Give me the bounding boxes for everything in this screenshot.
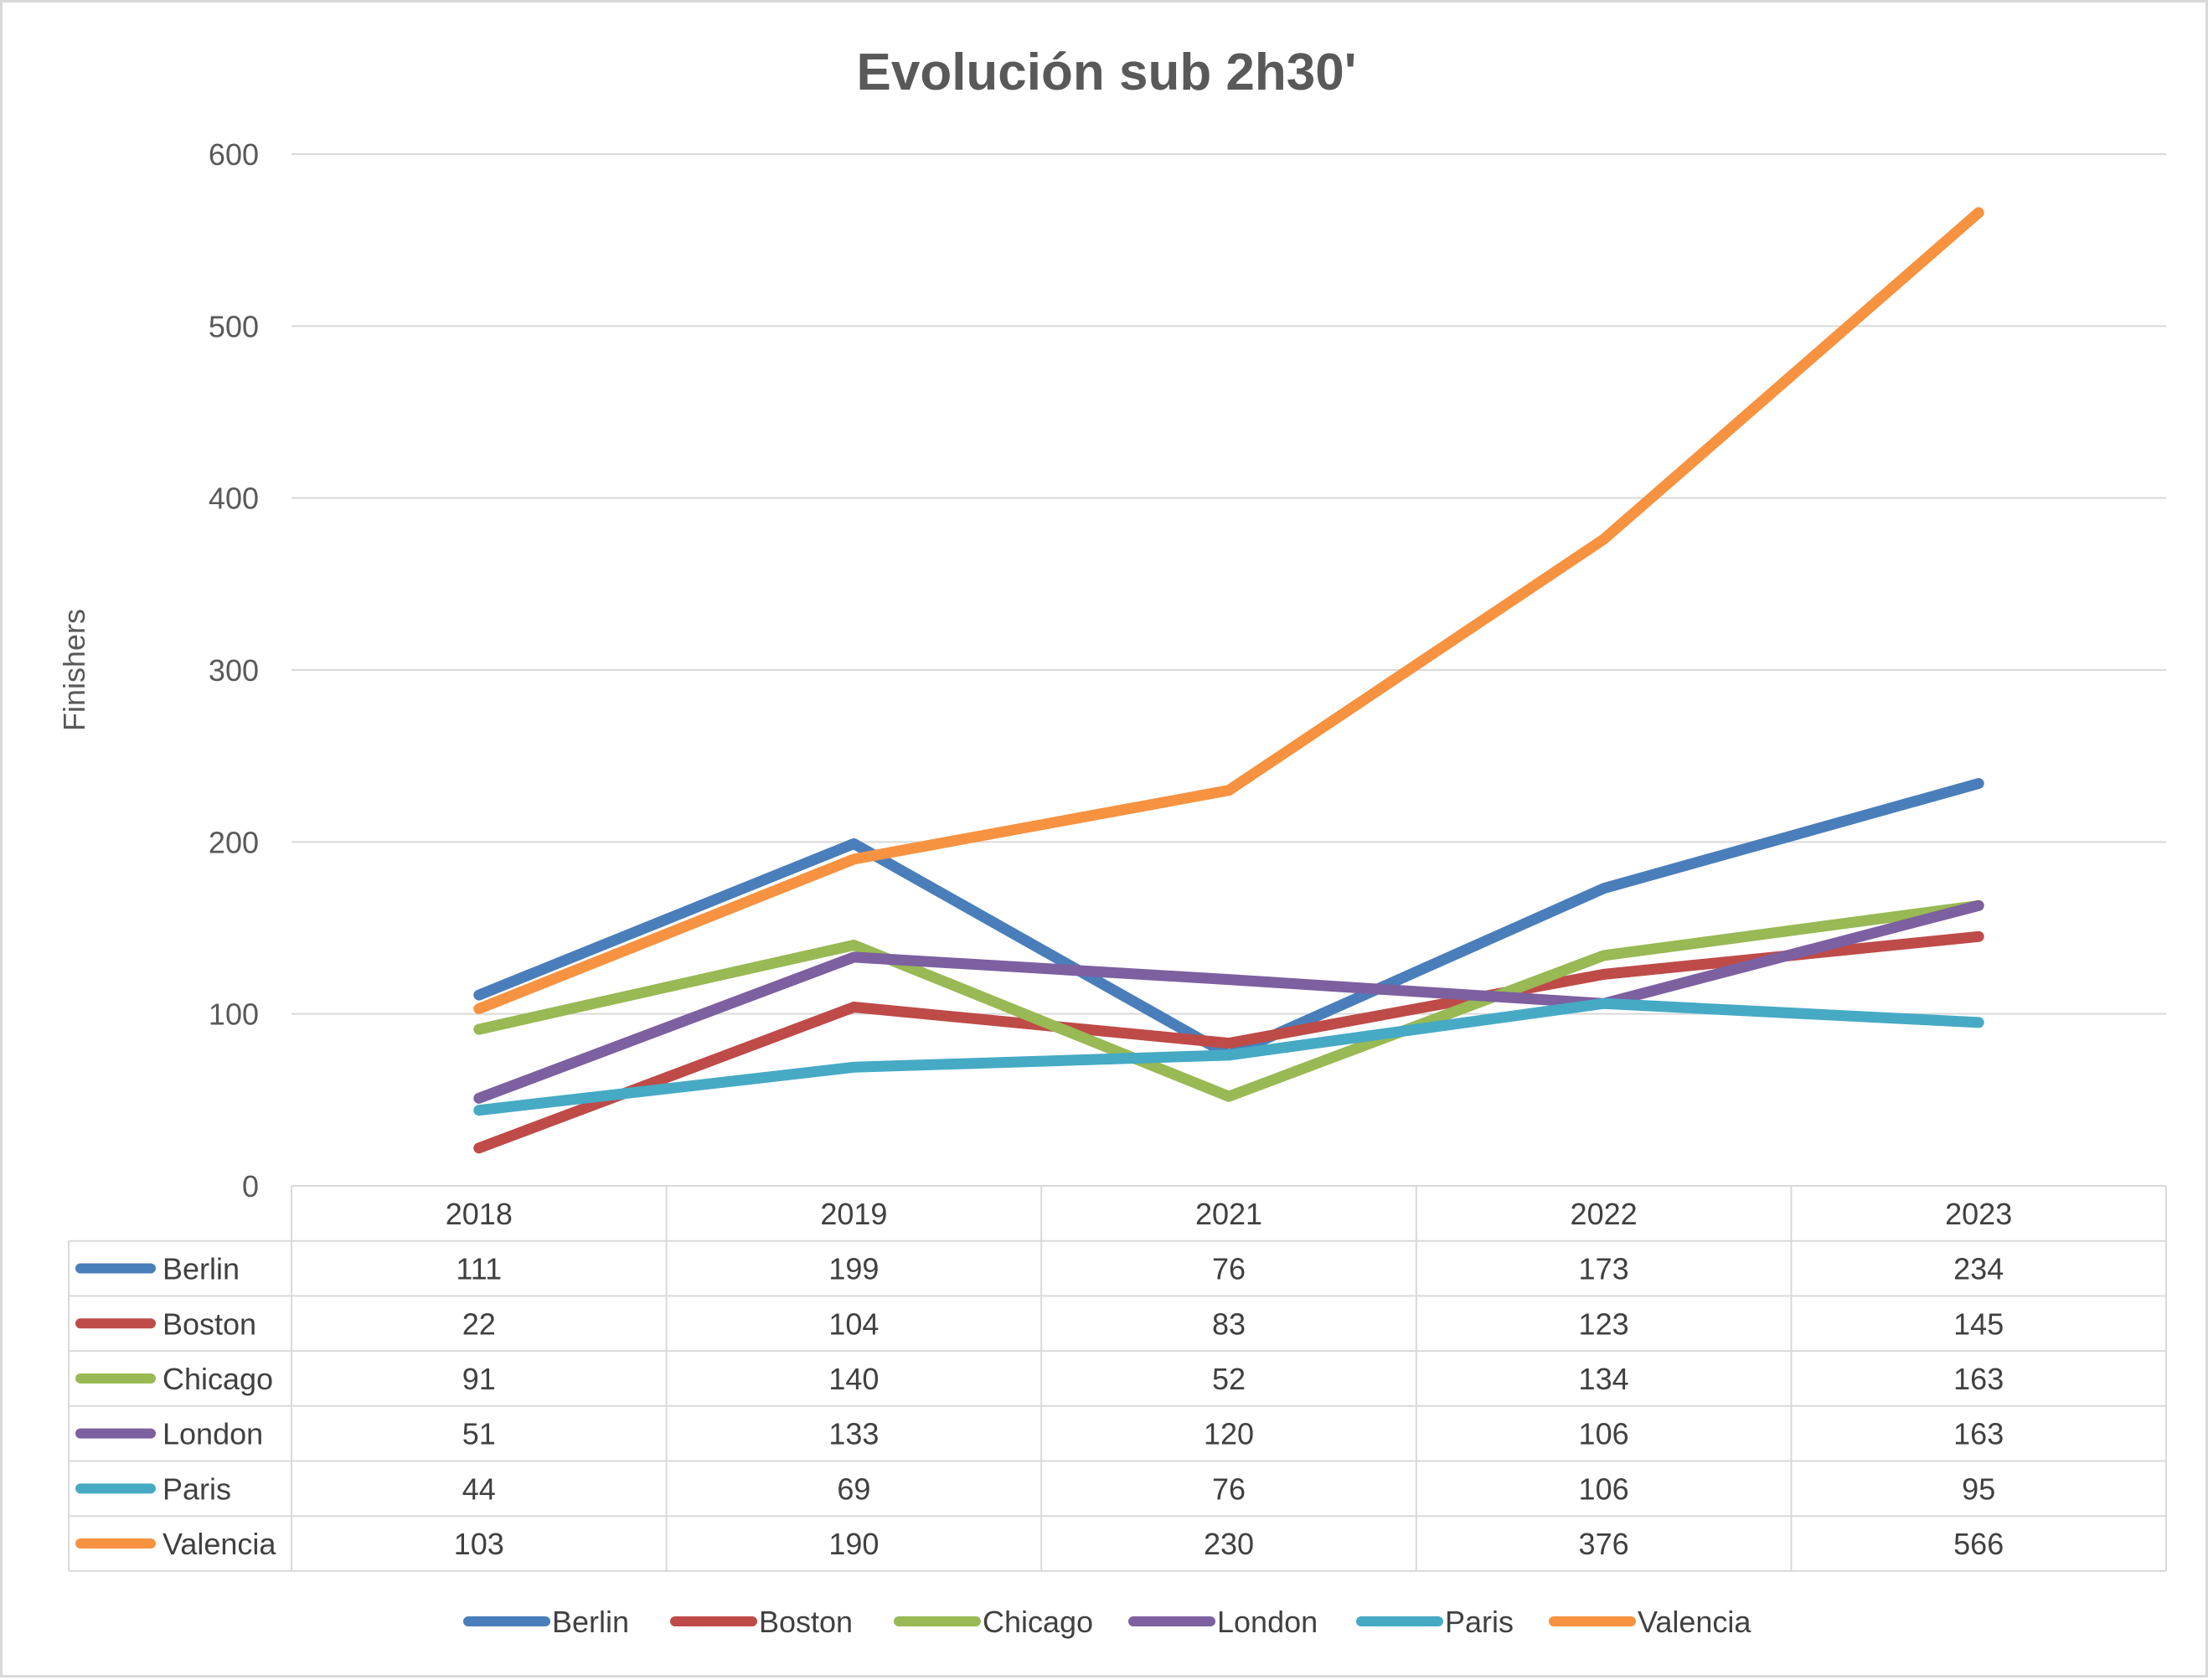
table-cell: 133: [828, 1417, 879, 1451]
chart-svg: Evolución sub 2h30' Finishers 0 100 200 300…: [57, 44, 2167, 1639]
legend-label-boston: Boston: [759, 1605, 853, 1639]
y-tick-label: 200: [209, 825, 259, 859]
table-cell: 83: [1212, 1306, 1246, 1341]
y-axis-label: Finishers: [57, 609, 91, 731]
table-cell: 163: [1953, 1362, 2004, 1396]
table-series-label: London: [163, 1417, 263, 1451]
data-table: 2018 2019 2021 2022 2023 Berlin 111 199 76 173 234…: [68, 1185, 2167, 1572]
table-cell: 106: [1579, 1417, 1629, 1451]
table-cell: 111: [456, 1252, 502, 1286]
legend-label-valencia: Valencia: [1638, 1605, 1751, 1639]
chart-title: Evolución sub 2h30': [857, 44, 1357, 101]
table-cell: 104: [828, 1306, 879, 1341]
table-cell: 376: [1579, 1527, 1629, 1561]
x-tick-label: 2019: [820, 1197, 887, 1231]
legend-label-paris: Paris: [1445, 1605, 1514, 1639]
table-cell: 199: [828, 1252, 879, 1286]
table-cell: 145: [1953, 1306, 2004, 1341]
x-tick-label: 2023: [1945, 1197, 2012, 1231]
table-series-label: Berlin: [163, 1252, 240, 1286]
table-cell: 91: [462, 1362, 496, 1396]
table-cell: 123: [1579, 1306, 1629, 1341]
gridlines: [291, 153, 2166, 1015]
y-tick-label: 100: [209, 997, 259, 1032]
table-cell: 566: [1953, 1527, 2004, 1561]
table-cell: 190: [828, 1527, 879, 1561]
x-tick-label: 2021: [1195, 1197, 1262, 1231]
table-cell: 234: [1953, 1252, 2004, 1286]
table-cell: 173: [1579, 1252, 1629, 1286]
table-cell: 76: [1212, 1471, 1246, 1506]
table-series-label: Paris: [163, 1471, 231, 1506]
y-tick-label: 0: [242, 1169, 259, 1203]
table-cell: 103: [454, 1527, 504, 1561]
table-cell: 120: [1204, 1417, 1254, 1451]
x-tick-label: 2018: [446, 1197, 513, 1231]
table-series-label: Chicago: [163, 1362, 273, 1396]
y-tick-label: 300: [209, 653, 259, 688]
legend: Berlin Boston Chicago London Paris Valencia: [463, 1605, 1751, 1639]
table-cell: 95: [1962, 1471, 1995, 1506]
table-cell: 51: [462, 1417, 496, 1451]
series-line-boston: [473, 930, 1984, 1154]
legend-label-london: London: [1217, 1605, 1318, 1639]
table-cell: 44: [462, 1471, 496, 1506]
table-cell: 76: [1212, 1252, 1246, 1286]
x-tick-label: 2022: [1571, 1197, 1638, 1231]
legend-label-chicago: Chicago: [983, 1605, 1093, 1639]
y-tick-labels: 0 100 200 300 400 500 600: [209, 137, 259, 1203]
table-cell: 52: [1212, 1362, 1246, 1396]
table-cell: 163: [1953, 1417, 2004, 1451]
table-series-label: Boston: [163, 1306, 256, 1341]
series-line-valencia: [473, 207, 1984, 1014]
table-cell: 22: [462, 1306, 496, 1341]
table-cell: 134: [1579, 1362, 1629, 1396]
table-series-label: Valencia: [163, 1527, 276, 1561]
series-line-london: [473, 899, 1984, 1104]
legend-label-berlin: Berlin: [552, 1605, 629, 1639]
table-cell: 69: [837, 1471, 870, 1506]
table-cell: 140: [828, 1362, 879, 1396]
table-cell: 230: [1204, 1527, 1254, 1561]
y-tick-label: 500: [209, 309, 259, 343]
table-cell: 106: [1579, 1471, 1629, 1506]
y-tick-label: 600: [209, 137, 259, 172]
series-lines: [473, 207, 1984, 1154]
series-line-paris: [473, 997, 1984, 1116]
series-line-chicago: [473, 899, 1984, 1102]
y-tick-label: 400: [209, 482, 259, 516]
